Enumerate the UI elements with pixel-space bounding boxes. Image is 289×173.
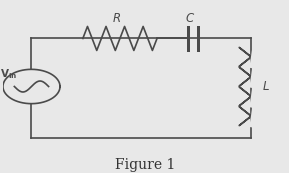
Text: Figure 1: Figure 1 [115, 158, 176, 172]
Text: L: L [263, 80, 269, 93]
Text: $\mathbf{V_{in}}$: $\mathbf{V_{in}}$ [0, 68, 17, 81]
Text: C: C [186, 12, 194, 25]
Text: R: R [113, 12, 121, 25]
